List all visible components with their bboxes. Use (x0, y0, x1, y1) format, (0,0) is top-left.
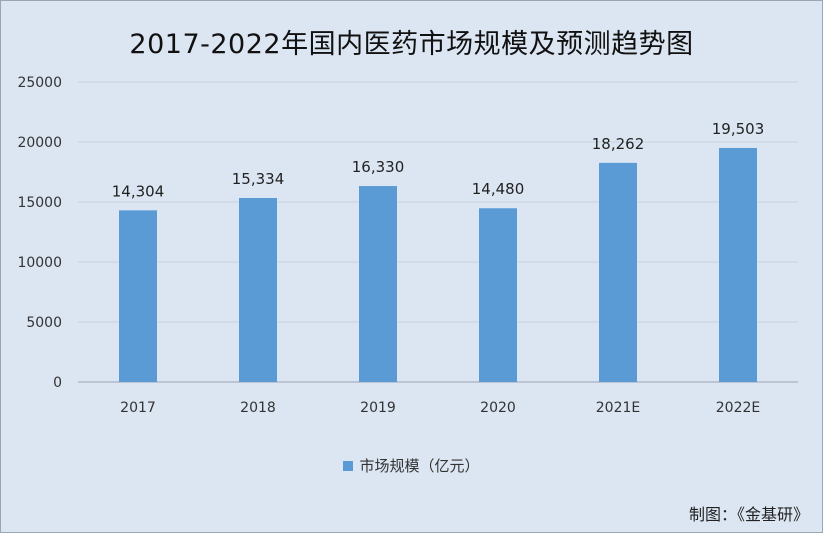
y-tick-label: 5000 (26, 315, 62, 331)
x-tick-label: 2022E (716, 400, 760, 416)
credit-text: 制图：《金基研》 (688, 505, 809, 524)
bar (479, 208, 517, 382)
x-tick-label: 2017 (120, 400, 156, 416)
data-label: 19,503 (712, 120, 765, 138)
chart-title: 2017-2022年国内医药市场规模及预测趋势图 (129, 29, 694, 60)
y-tick-label: 20000 (17, 135, 62, 151)
legend: 市场规模（亿元） (0, 455, 823, 476)
x-tick-label: 2021E (596, 400, 640, 416)
data-label: 14,304 (112, 182, 165, 200)
x-tick-label: 2019 (360, 400, 396, 416)
data-label: 14,480 (472, 180, 525, 198)
data-label: 15,334 (232, 170, 285, 188)
legend-label: 市场规模（亿元） (359, 457, 480, 475)
x-tick-label: 2020 (480, 400, 516, 416)
bar (239, 197, 277, 382)
y-tick-label: 0 (53, 375, 62, 391)
bar (359, 186, 397, 382)
data-label: 18,262 (592, 135, 645, 153)
y-tick-label: 25000 (17, 75, 62, 91)
data-label: 16,330 (352, 158, 405, 176)
y-tick-label: 10000 (17, 255, 62, 271)
legend-swatch (343, 460, 354, 471)
x-tick-label: 2018 (240, 400, 276, 416)
bar (119, 210, 157, 382)
y-tick-label: 15000 (17, 195, 62, 211)
bar (599, 162, 637, 382)
bar (719, 147, 757, 382)
